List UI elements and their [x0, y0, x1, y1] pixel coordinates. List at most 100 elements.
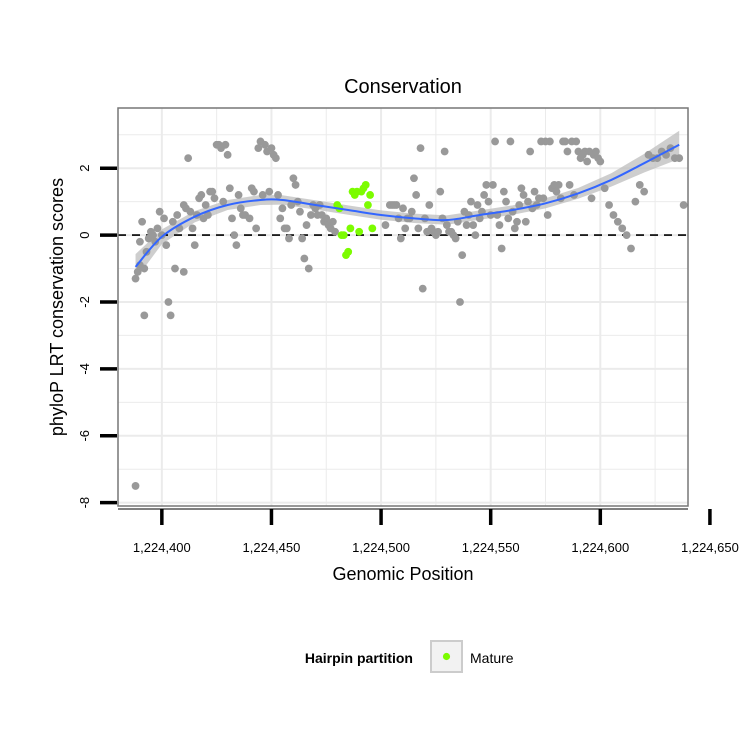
- point-other: [265, 187, 274, 196]
- point-other: [392, 201, 401, 209]
- point-other: [451, 234, 460, 243]
- points-mature: [333, 181, 377, 260]
- legend: Hairpin partition Mature: [305, 640, 514, 673]
- points-other: [131, 137, 688, 490]
- point-other: [210, 194, 219, 203]
- point-other: [164, 298, 173, 306]
- point-other: [328, 217, 337, 226]
- y-axis: -8 -6 -4 -2 0 2: [77, 165, 117, 508]
- point-other: [179, 267, 188, 276]
- point-other: [418, 284, 427, 293]
- point-other: [287, 201, 296, 209]
- point-other: [482, 181, 491, 189]
- point-other: [140, 311, 149, 320]
- point-other: [260, 140, 269, 149]
- point-other: [414, 224, 423, 233]
- point-other: [133, 267, 142, 276]
- point-mature: [368, 224, 377, 233]
- point-other: [322, 214, 331, 223]
- point-other: [480, 191, 489, 199]
- point-other: [234, 191, 243, 199]
- point-other: [298, 234, 307, 243]
- point-other: [197, 191, 206, 199]
- point-other: [640, 187, 649, 196]
- point-other: [153, 224, 162, 233]
- point-mature: [346, 224, 355, 233]
- point-other: [627, 244, 635, 253]
- point-other: [554, 181, 563, 189]
- legend-label-mature: Mature: [470, 650, 514, 666]
- point-other: [519, 191, 528, 199]
- point-other: [407, 207, 416, 216]
- point-other: [622, 231, 631, 239]
- point-other: [587, 194, 596, 203]
- y-axis-title: phyloP LRT conservation scores: [47, 178, 67, 436]
- smooth-line-path: [134, 143, 680, 268]
- point-other: [190, 241, 199, 250]
- point-other: [173, 211, 182, 219]
- point-mature: [361, 181, 370, 189]
- point-other: [456, 298, 464, 306]
- point-other: [484, 197, 493, 206]
- point-other: [499, 187, 508, 196]
- point-other: [412, 191, 421, 199]
- point-other: [675, 154, 684, 163]
- point-other: [530, 187, 539, 196]
- point-other: [563, 147, 572, 156]
- point-other: [475, 214, 484, 223]
- point-other: [545, 137, 554, 146]
- point-other: [605, 201, 613, 209]
- point-other: [469, 221, 478, 229]
- point-mature: [355, 227, 364, 236]
- point-other: [136, 237, 144, 246]
- point-other: [495, 221, 504, 229]
- point-other: [131, 274, 140, 283]
- point-other: [396, 234, 405, 243]
- y-tick-label: 2: [77, 165, 92, 172]
- grid: [118, 108, 688, 506]
- point-other: [510, 224, 519, 233]
- point-other: [381, 221, 390, 229]
- point-other: [307, 211, 315, 219]
- point-other: [230, 231, 239, 239]
- x-tick-label: 1,224,500: [352, 540, 410, 555]
- point-other: [300, 254, 309, 263]
- point-other: [302, 221, 311, 229]
- point-other: [462, 221, 471, 229]
- point-other: [254, 144, 263, 153]
- point-other: [162, 241, 171, 250]
- point-other: [223, 150, 232, 159]
- point-other: [188, 224, 197, 233]
- point-other: [184, 154, 193, 163]
- point-other: [140, 264, 149, 273]
- point-other: [502, 197, 510, 206]
- point-other: [491, 137, 499, 146]
- x-tick-label: 1,224,650: [681, 540, 739, 555]
- point-other: [276, 214, 285, 223]
- point-other: [399, 204, 407, 213]
- point-other: [225, 184, 234, 193]
- point-other: [160, 214, 168, 223]
- y-tick-label: 0: [77, 231, 92, 238]
- point-other: [278, 204, 287, 213]
- point-mature: [366, 191, 375, 199]
- point-other: [236, 204, 245, 213]
- point-other: [497, 244, 506, 253]
- point-other: [635, 181, 644, 189]
- point-other: [208, 187, 217, 196]
- smooth-confidence-band: [135, 130, 680, 280]
- point-other: [296, 207, 304, 216]
- point-other: [401, 224, 410, 233]
- x-tick-label: 1,224,400: [133, 540, 191, 555]
- point-other: [600, 184, 609, 193]
- y-tick-label: -6: [77, 430, 92, 442]
- point-other: [618, 224, 627, 233]
- plot-panel: [118, 108, 688, 506]
- point-other: [274, 191, 282, 199]
- point-other: [515, 201, 524, 209]
- y-tick-label: -4: [77, 363, 92, 375]
- point-mature: [364, 201, 372, 209]
- point-other: [331, 227, 339, 236]
- point-other: [203, 211, 212, 219]
